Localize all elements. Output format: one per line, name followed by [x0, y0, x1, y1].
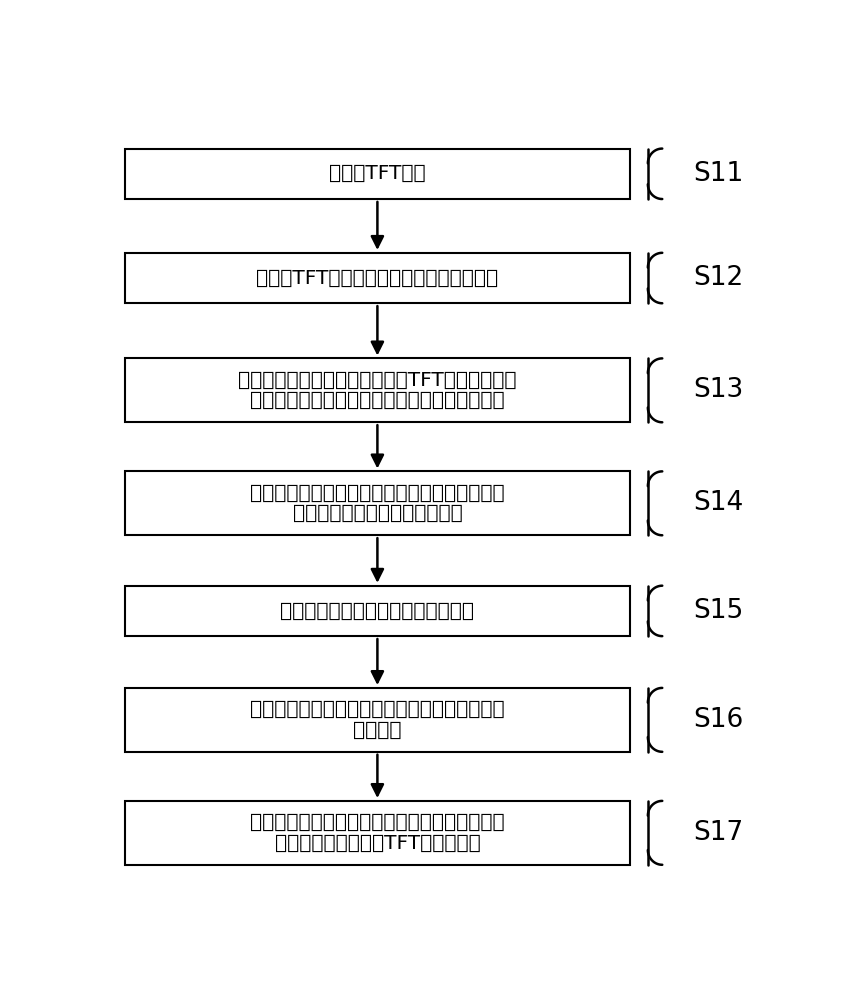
Text: 提供一TFT基板: 提供一TFT基板 — [328, 164, 425, 183]
Text: S16: S16 — [692, 707, 743, 733]
Bar — [125, 149, 629, 199]
Text: S14: S14 — [692, 490, 743, 516]
Text: 在所述TFT基板表面形成第一电极以及走线: 在所述TFT基板表面形成第一电极以及走线 — [256, 269, 498, 288]
Bar — [125, 253, 629, 303]
Bar — [125, 688, 629, 752]
Bar — [125, 471, 629, 535]
Text: 形成覆盖所述第一电极以及所述TFT基板的像素定: 形成覆盖所述第一电极以及所述TFT基板的像素定 — [238, 371, 516, 390]
Text: 在所述第一电极表面形成发光功能层: 在所述第一电极表面形成发光功能层 — [280, 601, 473, 620]
Text: 义层；所述像素定义层具有开口区以及非开口区: 义层；所述像素定义层具有开口区以及非开口区 — [250, 391, 504, 410]
Text: S13: S13 — [692, 377, 743, 403]
Text: 通过一盖板进行封装保护，所述盖板设置在所述: 通过一盖板进行封装保护，所述盖板设置在所述 — [250, 813, 504, 832]
Text: S11: S11 — [692, 161, 743, 187]
Text: S15: S15 — [692, 598, 743, 624]
Text: 形成覆盖所述发光功能层以及所述凸起结构的第: 形成覆盖所述发光功能层以及所述凸起结构的第 — [250, 700, 504, 719]
Text: 图案化所述像素定义层，在所述开口区形成开口: 图案化所述像素定义层，在所述开口区形成开口 — [250, 484, 504, 503]
Text: S12: S12 — [692, 265, 743, 291]
Bar — [125, 358, 629, 422]
Bar — [125, 586, 629, 636]
Text: S17: S17 — [692, 820, 743, 846]
Text: 第二电极层背离所述TFT基板的一侧: 第二电极层背离所述TFT基板的一侧 — [274, 833, 479, 852]
Text: ，在所述非开口区形成凸起结构: ，在所述非开口区形成凸起结构 — [292, 504, 462, 523]
Bar — [125, 801, 629, 865]
Text: 二电极层: 二电极层 — [353, 720, 401, 739]
